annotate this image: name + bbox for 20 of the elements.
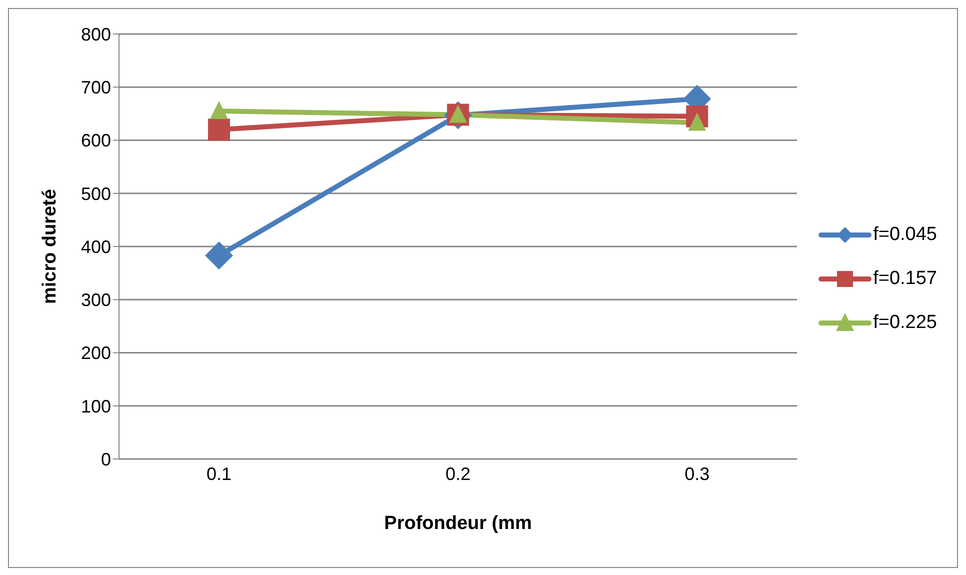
y-tick-label: 0 xyxy=(100,449,111,470)
point xyxy=(205,242,233,270)
y-tick-label: 800 xyxy=(80,24,111,44)
legend-label: f=0.157 xyxy=(873,268,937,290)
legend-label: f=0.225 xyxy=(873,312,937,334)
point xyxy=(208,118,230,141)
y-axis-title: micro dureté xyxy=(40,188,61,304)
y-tick-label: 600 xyxy=(80,130,111,151)
y-tick-label: 200 xyxy=(80,343,111,364)
y-tick-label: 400 xyxy=(80,236,111,257)
y-tick-label: 100 xyxy=(80,396,111,416)
y-tick-label: 700 xyxy=(80,78,111,98)
y-tick-label: 500 xyxy=(80,184,111,204)
x-tick-label: 0.2 xyxy=(446,464,471,484)
x-tick-label: 0.1 xyxy=(206,464,232,484)
y-tick-label: 300 xyxy=(80,290,111,310)
legend-label: f=0.045 xyxy=(873,224,937,246)
x-tick-label: 0.3 xyxy=(684,464,710,484)
point xyxy=(210,101,228,120)
x-axis-title: Profondeur (mm xyxy=(384,513,532,534)
